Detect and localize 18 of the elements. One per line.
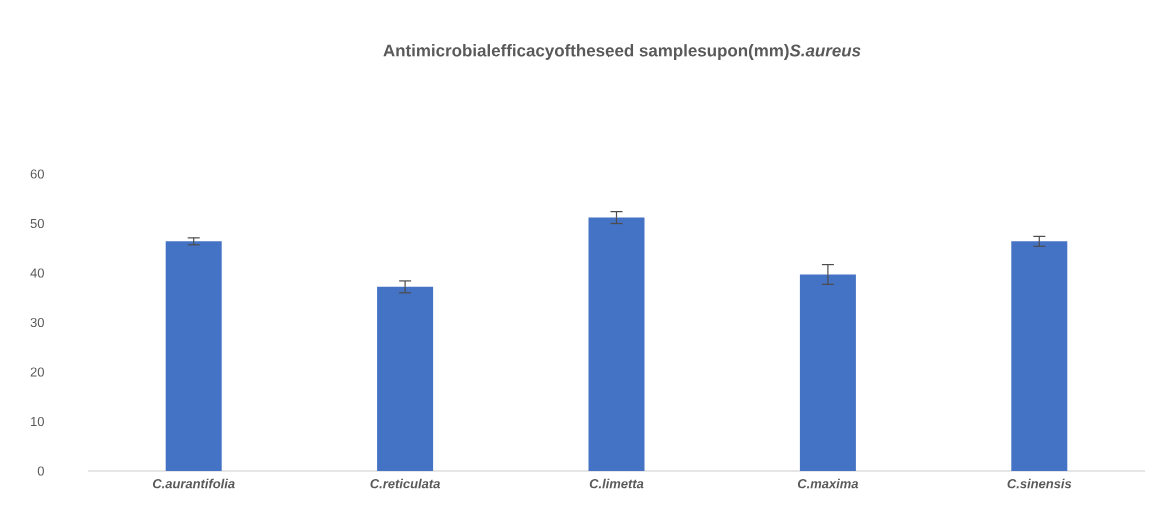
- bar: [1011, 241, 1068, 471]
- x-tick-label: C.sinensis: [1007, 478, 1072, 489]
- x-tick-label: C.reticulata: [370, 478, 440, 489]
- y-tick-label: 10: [31, 416, 44, 427]
- x-tick-label: C.maxima: [797, 478, 859, 489]
- x-tick-label: C.aurantifolia: [152, 478, 235, 489]
- y-tick-label: 50: [30, 218, 44, 229]
- bar: [588, 217, 645, 471]
- y-tick-label: 40: [30, 268, 44, 278]
- y-tick-label: 30: [30, 317, 44, 328]
- y-tick-label: 0: [37, 466, 44, 476]
- y-tick-label: 20: [30, 367, 44, 377]
- y-tick-label: 60: [30, 169, 44, 179]
- bar: [165, 241, 222, 471]
- x-tick-label: C.limetta: [589, 478, 644, 489]
- chart-title: Antimicrobialefficacyoftheseed samplesupon(mm)S.aureus: [383, 44, 861, 60]
- bar: [799, 274, 856, 471]
- bar: [377, 286, 434, 471]
